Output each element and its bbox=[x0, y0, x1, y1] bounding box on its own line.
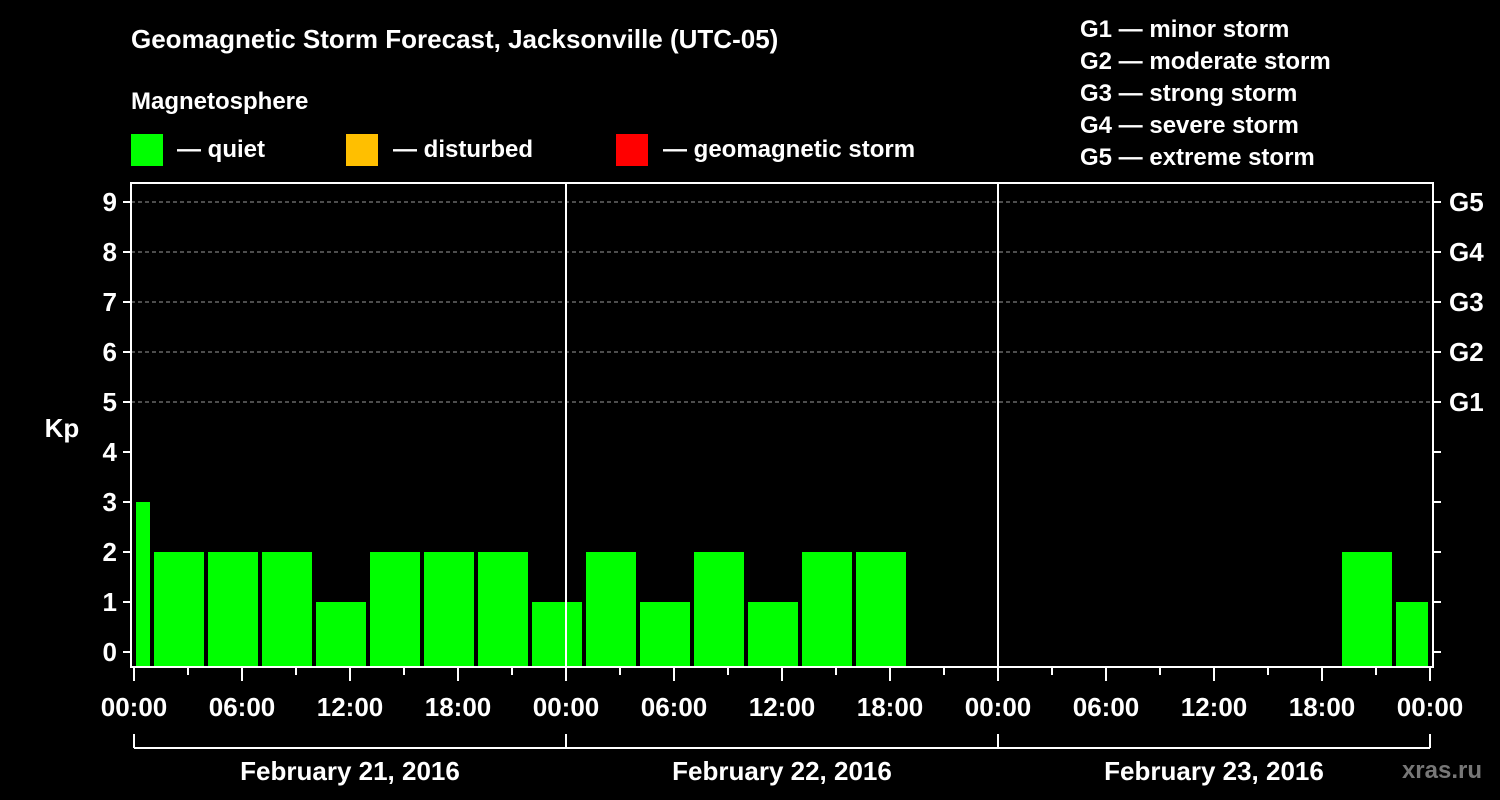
g-scale-g4: G4 — severe storm bbox=[1080, 112, 1299, 139]
axes: 0 1 2 3 4 5 6 7 8 9 G1 G2 G3 G4 G5 00:00 06:00 12:00 18:00… bbox=[101, 182, 1484, 786]
kp-bar bbox=[640, 602, 690, 667]
y-tick-label: 7 bbox=[103, 287, 117, 317]
x-tick-label: 00:00 bbox=[1397, 692, 1464, 722]
y-tick-label: 4 bbox=[103, 437, 118, 467]
legend-label-quiet: — quiet bbox=[177, 136, 265, 163]
x-tick-label: 06:00 bbox=[209, 692, 276, 722]
g-scale-g3: G3 — strong storm bbox=[1080, 80, 1297, 107]
x-tick-label: 06:00 bbox=[641, 692, 708, 722]
bars bbox=[136, 502, 1428, 667]
g-scale-g2: G2 — moderate storm bbox=[1080, 48, 1331, 75]
kp-bar bbox=[424, 552, 474, 667]
g-level-label: G2 bbox=[1449, 337, 1484, 367]
kp-bar bbox=[1396, 602, 1428, 667]
day-label: February 23, 2016 bbox=[1104, 756, 1324, 786]
x-tick-label: 18:00 bbox=[425, 692, 492, 722]
kp-bar bbox=[154, 552, 204, 667]
kp-bar bbox=[586, 552, 636, 667]
x-tick-label: 12:00 bbox=[749, 692, 816, 722]
x-tick-label: 12:00 bbox=[1181, 692, 1248, 722]
kp-bar bbox=[748, 602, 798, 667]
kp-bar bbox=[136, 502, 150, 667]
kp-bar bbox=[694, 552, 744, 667]
chart-title: Geomagnetic Storm Forecast, Jacksonville… bbox=[131, 24, 778, 54]
legend-swatch-disturbed bbox=[346, 134, 378, 166]
y-tick-label: 2 bbox=[103, 537, 117, 567]
g-scale-g5: G5 — extreme storm bbox=[1080, 144, 1315, 171]
legend-swatch-storm bbox=[616, 134, 648, 166]
kp-bar bbox=[478, 552, 528, 667]
kp-bar bbox=[856, 552, 906, 667]
y-tick-label: 0 bbox=[103, 637, 117, 667]
kp-bar bbox=[316, 602, 366, 667]
kp-bar bbox=[802, 552, 852, 667]
kp-bar bbox=[370, 552, 420, 667]
legend-label-storm: — geomagnetic storm bbox=[663, 136, 915, 163]
x-tick-label: 06:00 bbox=[1073, 692, 1140, 722]
day-label: February 22, 2016 bbox=[672, 756, 892, 786]
y-tick-label: 5 bbox=[103, 387, 117, 417]
y-tick-label: 6 bbox=[103, 337, 117, 367]
g-level-label: G5 bbox=[1449, 187, 1484, 217]
y-tick-label: 9 bbox=[103, 187, 117, 217]
kp-bar bbox=[262, 552, 312, 667]
x-tick-label: 00:00 bbox=[533, 692, 600, 722]
y-tick-label: 3 bbox=[103, 487, 117, 517]
x-tick-label: 18:00 bbox=[1289, 692, 1356, 722]
y-tick-label: 8 bbox=[103, 237, 117, 267]
kp-bar bbox=[1342, 552, 1392, 667]
grid-lines bbox=[131, 201, 1433, 403]
x-tick-label: 12:00 bbox=[317, 692, 384, 722]
legend-swatch-quiet bbox=[131, 134, 163, 166]
day-label: February 21, 2016 bbox=[240, 756, 460, 786]
g-level-label: G3 bbox=[1449, 287, 1484, 317]
watermark: xras.ru bbox=[1402, 757, 1482, 784]
legend-label-disturbed: — disturbed bbox=[393, 136, 533, 163]
g-level-label: G4 bbox=[1449, 237, 1484, 267]
plot-frame bbox=[130, 182, 1434, 668]
y-tick-label: 1 bbox=[103, 587, 117, 617]
legend-heading: Magnetosphere bbox=[131, 88, 308, 115]
y-axis-label: Kp bbox=[45, 413, 80, 443]
x-tick-label: 00:00 bbox=[965, 692, 1032, 722]
kp-bar bbox=[532, 602, 582, 667]
x-tick-label: 00:00 bbox=[101, 692, 168, 722]
g-scale-g1: G1 — minor storm bbox=[1080, 16, 1289, 43]
x-tick-label: 18:00 bbox=[857, 692, 924, 722]
kp-bar bbox=[208, 552, 258, 667]
g-level-label: G1 bbox=[1449, 387, 1484, 417]
